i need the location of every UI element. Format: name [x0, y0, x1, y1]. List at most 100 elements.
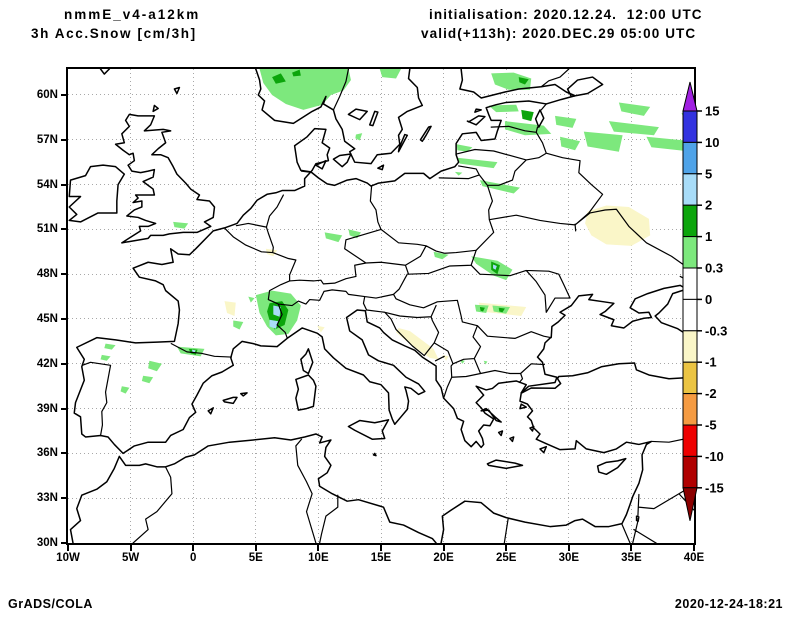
gridline-lon: [568, 69, 570, 543]
y-tick-label: 57N: [36, 133, 58, 146]
x-tick: [317, 545, 320, 551]
valid-time-label: valid(+113h): 2020.DEC.29 05:00 UTC: [421, 26, 697, 41]
x-tick-label: 35E: [621, 552, 642, 564]
y-tick: [61, 228, 67, 231]
snow-patch-0.3-1: [454, 171, 463, 176]
y-tick: [61, 542, 67, 544]
snow-patch-0.3-1: [483, 360, 488, 365]
x-tick: [567, 545, 570, 551]
colorbar-segment: [682, 424, 698, 457]
x-tick: [630, 545, 633, 551]
coastline-mainland-europe: [74, 69, 575, 453]
snow-patch-0.3-1: [141, 375, 154, 384]
coastline-scandinavia: [256, 69, 431, 170]
snow-patch-1-2: [521, 109, 534, 122]
colorbar-arrow-below: [682, 487, 698, 521]
colorbar-segment: [682, 330, 698, 363]
snow-patch-0.3-1: [555, 115, 577, 128]
snow-patch-0.3-1: [259, 69, 351, 110]
colorbar-level-label: 0.3: [705, 261, 723, 276]
snow-patch-2-5: [269, 319, 279, 329]
y-tick-label: 54N: [36, 178, 58, 191]
init-time-label: initialisation: 2020.12.24. 12:00 UTC: [429, 7, 703, 22]
colorbar-level-label: -2: [705, 386, 717, 401]
x-tick: [380, 545, 382, 551]
snow-patch-0.3-1: [324, 232, 343, 243]
x-tick-label: 10W: [56, 552, 80, 564]
snow-patch-1-2: [498, 307, 505, 313]
y-tick-label: 42N: [36, 357, 58, 370]
y-tick-label: 33N: [36, 492, 58, 505]
y-tick-label: 48N: [36, 268, 58, 281]
snow-patch-2-5: [493, 264, 497, 270]
snow-patch-0.3-1: [148, 360, 162, 372]
x-tick: [67, 545, 69, 551]
colorbar-segment: [682, 173, 698, 206]
model-title: nmmE_v4-a12km: [64, 7, 201, 22]
colorbar-segment: [682, 204, 698, 238]
gridline-lon: [255, 69, 257, 543]
gridline-lat: [68, 497, 694, 499]
gridline-lat: [68, 318, 694, 320]
coastline-islands-mediterranean: [208, 349, 626, 474]
colorbar-level-label: -10: [705, 449, 724, 464]
x-tick: [254, 545, 257, 551]
x-tick: [693, 545, 695, 551]
snow-patch-0.3-1: [355, 133, 363, 141]
colorbar-level-label: 1: [705, 229, 712, 244]
gridline-lon: [317, 69, 319, 543]
gridline-lon: [192, 69, 194, 543]
gridline-lat: [68, 184, 694, 186]
y-tick: [61, 93, 67, 96]
colorbar-segment: [682, 141, 698, 175]
snow-patch--1--0.3: [585, 205, 651, 246]
y-tick: [61, 407, 67, 410]
x-tick-label: 20E: [433, 552, 454, 564]
colorbar-level-label: -1: [705, 355, 717, 370]
colorbar-level-label: -15: [705, 480, 724, 495]
colorbar-segment: [682, 236, 698, 269]
colorbar-segment: [682, 393, 698, 426]
snow-patch-0.3-1: [583, 131, 623, 152]
y-tick-label: 39N: [36, 402, 58, 415]
gridline-lat: [68, 273, 694, 275]
colorbar-segment: [682, 455, 698, 489]
x-tick-label: 0: [189, 552, 197, 564]
snow-patch-0.3-1: [173, 221, 189, 229]
snow-patch-0.3-1: [491, 72, 532, 90]
coastline-british-isles: [69, 69, 214, 243]
colorbar-segment: [682, 110, 698, 143]
snow-patch-1-2: [292, 69, 301, 77]
variable-title: 3h Acc.Snow [cm/3h]: [31, 26, 197, 41]
y-tick: [61, 183, 67, 186]
x-tick: [192, 545, 195, 551]
snow-patch-0.3-1: [100, 354, 111, 361]
coastline-africa-levant-anatolia: [71, 363, 694, 543]
map-panel: [66, 67, 696, 545]
x-tick-label: 5W: [121, 552, 140, 564]
colorbar-segment: [682, 298, 698, 332]
borders-balkans: [367, 265, 570, 398]
snow-patch-0.3-1: [560, 136, 581, 151]
x-tick-label: 25E: [495, 552, 517, 564]
x-tick-label: 30E: [558, 552, 580, 564]
gridline-lat: [68, 452, 694, 454]
snow-patch-0.3-1: [233, 320, 244, 330]
x-tick: [442, 545, 445, 551]
y-tick-label: 30N: [36, 537, 58, 549]
coastlines: [69, 69, 694, 543]
snow-patch-0.3-1: [457, 157, 498, 169]
colorbar-level-label: 2: [705, 198, 712, 213]
snow-patch-0.3-1: [104, 343, 116, 350]
gridline-lon: [130, 69, 132, 543]
x-tick-label: 10E: [308, 552, 329, 564]
y-tick-label: 51N: [36, 223, 58, 236]
borders-north-east-europe: [333, 69, 694, 283]
grads-credit: GrADS/COLA: [8, 597, 93, 611]
y-tick: [61, 317, 67, 320]
y-tick: [61, 138, 67, 141]
creation-timestamp: 2020-12-24-18:21: [674, 597, 783, 611]
snow-patch-0.3-1: [504, 121, 552, 136]
snow-patch-0.3-1: [479, 180, 520, 194]
